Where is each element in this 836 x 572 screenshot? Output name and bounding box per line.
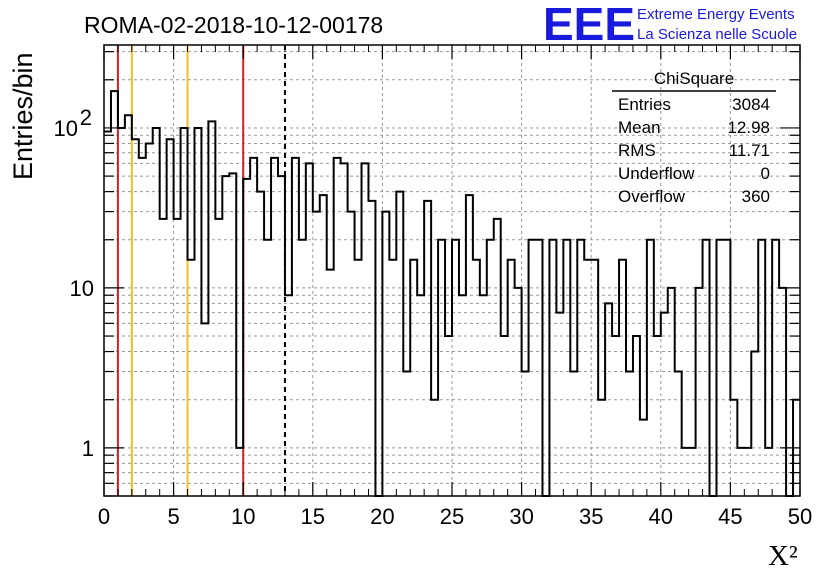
stats-value: 3084 xyxy=(732,95,770,114)
x-tick-label: 20 xyxy=(370,504,394,529)
x-tick-label: 0 xyxy=(98,504,110,529)
stats-value: 360 xyxy=(742,187,770,206)
eee-logo: EEE Extreme Energy Events La Scienza nel… xyxy=(543,0,797,50)
x-tick-label: 15 xyxy=(301,504,325,529)
stats-box: ChiSquare Entries 3084 Mean 12.98 RMS 11.71 Un… xyxy=(612,69,776,206)
x-tick-label: 30 xyxy=(509,504,533,529)
stats-label: Overflow xyxy=(618,187,686,206)
axis-ticks xyxy=(103,45,801,497)
logo-mark: EEE xyxy=(543,0,635,50)
x-tick-labels: 0 5 10 15 20 25 30 35 40 45 50 xyxy=(98,504,812,529)
stats-label: Mean xyxy=(618,118,661,137)
y-tick-label: 10 xyxy=(54,116,78,141)
x-tick-label: 45 xyxy=(718,504,742,529)
stats-label: RMS xyxy=(618,141,656,160)
stats-value: 0 xyxy=(761,164,770,183)
stats-label: Entries xyxy=(618,95,671,114)
x-tick-label: 50 xyxy=(788,504,812,529)
stats-rows: Entries 3084 Mean 12.98 RMS 11.71 Underflow 0 Ov… xyxy=(618,95,770,206)
stats-name: ChiSquare xyxy=(654,69,734,88)
logo-line-2: La Scienza nelle Scuole xyxy=(637,26,797,43)
x-tick-label: 25 xyxy=(440,504,464,529)
y-axis-label: Entries/bin xyxy=(8,52,38,180)
x-axis-label: X² xyxy=(768,540,798,572)
x-tick-label: 35 xyxy=(579,504,603,529)
x-tick-label: 40 xyxy=(649,504,673,529)
grid-lines xyxy=(104,45,800,497)
y-tick-label: 1 xyxy=(82,436,94,461)
stats-label: Underflow xyxy=(618,164,695,183)
histogram-series xyxy=(104,90,800,497)
x-tick-label: 10 xyxy=(231,504,255,529)
y-tick-label-exponent: 2 xyxy=(80,105,92,130)
chart-title: ROMA-02-2018-10-12-00178 xyxy=(84,12,383,38)
y-tick-label: 10 xyxy=(70,276,94,301)
stats-value: 12.98 xyxy=(727,118,770,137)
x-tick-label: 5 xyxy=(167,504,179,529)
stats-value: 11.71 xyxy=(729,141,770,160)
logo-line-1: Extreme Energy Events xyxy=(637,6,795,23)
